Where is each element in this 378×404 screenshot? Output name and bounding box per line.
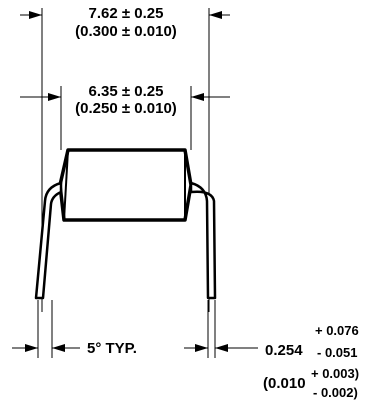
body-width-inch-label: (0.250 ± 0.010) xyxy=(75,100,177,117)
package-body-left-edge xyxy=(63,149,69,221)
overall-width-inch-label: (0.300 ± 0.010) xyxy=(75,23,177,40)
lead-thickness-mm-value: 0.254 xyxy=(265,342,303,359)
overall-width-arrow-left xyxy=(29,11,42,19)
lead-thickness-inch-minus: - 0.002) xyxy=(313,385,358,400)
body-width-arrow-left xyxy=(48,93,61,101)
lead-angle-label: 5° TYP. xyxy=(87,340,137,357)
lead-angle-arrow-right xyxy=(52,344,65,352)
body-width-dimension xyxy=(20,86,230,150)
body-width-arrow-right xyxy=(191,93,204,101)
lead-thickness-mm-plus: + 0.076 xyxy=(315,323,359,338)
body-width-mm-label: 6.35 ± 0.25 xyxy=(89,83,164,100)
lead-thickness-mm-minus: - 0.051 xyxy=(317,345,357,360)
lead-thickness-arrow-left xyxy=(195,344,208,352)
lead-angle-arrow-left xyxy=(25,344,38,352)
package-body xyxy=(58,148,193,222)
lead-thickness-inch-open: (0.010 xyxy=(263,375,306,392)
overall-width-arrow-right xyxy=(209,11,222,19)
overall-width-mm-label: 7.62 ± 0.25 xyxy=(89,5,164,22)
lead-thickness-arrow-right xyxy=(215,344,228,352)
lead-right xyxy=(189,181,217,300)
lead-thickness-inch-plus: + 0.003) xyxy=(311,366,359,381)
lead-left xyxy=(34,181,63,300)
